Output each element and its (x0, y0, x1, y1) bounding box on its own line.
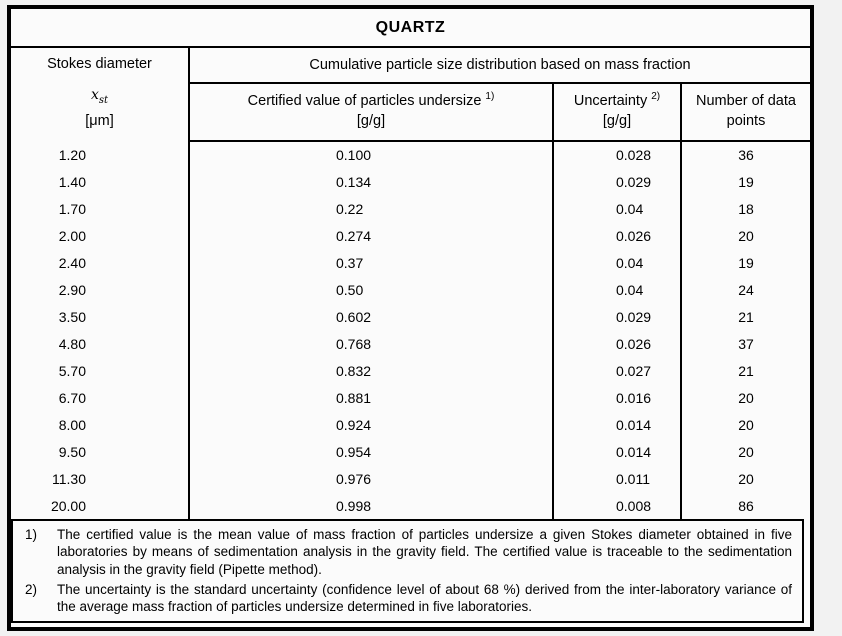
cell-data-points: 20 (680, 384, 810, 411)
cell-uncertainty: 0.028 (552, 141, 681, 168)
cell-certified-value: 0.37 (188, 249, 553, 276)
footnote: 2) The uncertainty is the standard uncer… (13, 581, 792, 616)
cell-data-points: 36 (680, 141, 810, 168)
cell-stokes-diameter: 8.00 (58, 416, 86, 433)
cell-uncertainty: 0.014 (552, 411, 681, 438)
cell-stokes-diameter: 3.50 (58, 308, 86, 325)
cell-stokes-diameter: 1.20 (58, 146, 86, 163)
cell-certified-value: 0.998 (188, 492, 553, 519)
footnote-ref-1: 1) (485, 91, 495, 103)
cell-certified-value: 0.22 (188, 195, 553, 222)
cell-certified-value: 0.881 (188, 384, 553, 411)
cell-stokes-diameter: 2.90 (58, 281, 86, 298)
cell-data-points: 19 (680, 168, 810, 195)
cell-uncertainty: 0.04 (552, 195, 681, 222)
cell-stokes-diameter: 2.40 (58, 254, 86, 271)
cell-stokes-diameter: 20.00 (50, 497, 86, 514)
cell-data-points: 86 (680, 492, 810, 519)
table-row: 2.40 0.37 0.04 19 (11, 249, 810, 276)
cell-data-points: 20 (680, 438, 810, 465)
quartz-certified-values-table: QUARTZ Stokes diameter xst [μm] Cumulati… (7, 5, 814, 632)
header-stokes-diameter: Stokes diameter xst [μm] (11, 48, 190, 141)
cell-certified-value: 0.976 (188, 465, 553, 492)
cell-uncertainty: 0.029 (552, 168, 681, 195)
table-body: 1.20 0.100 0.028 36 1.40 0.134 0.029 19 1.70 0.22… (11, 141, 810, 519)
footnote-text: The uncertainty is the standard uncertai… (57, 581, 792, 615)
cell-uncertainty: 0.027 (552, 357, 681, 384)
footnote-marker: 1) (25, 527, 38, 542)
cell-data-points: 21 (680, 357, 810, 384)
stokes-diameter-symbol: xst (11, 87, 188, 106)
cell-certified-value: 0.768 (188, 330, 553, 357)
symbol-subscript: st (98, 94, 109, 106)
table-row: 2.00 0.274 0.026 20 (11, 222, 810, 249)
cell-data-points: 18 (680, 195, 810, 222)
cell-stokes-diameter: 11.30 (52, 470, 86, 487)
certified-value-unit: [g/g] (356, 113, 386, 129)
symbol-x: x (90, 87, 99, 103)
cell-data-points: 37 (680, 330, 810, 357)
cell-uncertainty: 0.014 (552, 438, 681, 465)
cell-stokes-diameter: 9.50 (58, 443, 86, 460)
cell-stokes-diameter: 2.00 (58, 227, 86, 244)
cell-uncertainty: 0.026 (552, 330, 681, 357)
cell-certified-value: 0.954 (188, 438, 553, 465)
cell-certified-value: 0.134 (188, 168, 553, 195)
header-certified-value: Certified value of particles undersize 1… (189, 83, 553, 142)
footnote: 1) The certified value is the mean value… (13, 526, 792, 578)
footnote-text: The certified value is the mean value of… (57, 527, 792, 577)
stokes-diameter-label: Stokes diameter (47, 56, 152, 72)
cell-uncertainty: 0.011 (552, 465, 681, 492)
cell-uncertainty: 0.04 (552, 249, 681, 276)
certified-value-label: Certified value of particles undersize (247, 93, 482, 110)
footnotes: 1) The certified value is the mean value… (11, 519, 804, 624)
cell-data-points: 20 (680, 465, 810, 492)
uncertainty-label: Uncertainty (573, 93, 648, 110)
table-row: 20.00 0.998 0.008 86 (11, 492, 810, 519)
table-row: 8.00 0.924 0.014 20 (11, 411, 810, 438)
cell-uncertainty: 0.016 (552, 384, 681, 411)
table-row: 3.50 0.602 0.029 21 (11, 303, 810, 330)
table-title: QUARTZ (11, 9, 810, 48)
header-span-cumulative-distribution: Cumulative particle size distribution ba… (189, 48, 810, 84)
cell-data-points: 21 (680, 303, 810, 330)
cell-data-points: 20 (680, 411, 810, 438)
footnote-ref-2: 2) (651, 91, 661, 103)
cell-data-points: 19 (680, 249, 810, 276)
cell-certified-value: 0.924 (188, 411, 553, 438)
cell-stokes-diameter: 1.40 (58, 173, 86, 190)
stokes-diameter-unit: [μm] (85, 112, 114, 129)
cell-uncertainty: 0.026 (552, 222, 681, 249)
table-row: 9.50 0.954 0.014 20 (11, 438, 810, 465)
cell-certified-value: 0.274 (188, 222, 553, 249)
cell-data-points: 20 (680, 222, 810, 249)
data-points-label: Number of data points (696, 93, 796, 129)
table-row: 1.70 0.22 0.04 18 (11, 195, 810, 222)
table-row: 6.70 0.881 0.016 20 (11, 384, 810, 411)
data-table: Stokes diameter xst [μm] Cumulative part… (11, 48, 810, 519)
cell-certified-value: 0.832 (188, 357, 553, 384)
cell-stokes-diameter: 4.80 (58, 335, 86, 352)
uncertainty-unit: [g/g] (602, 113, 632, 129)
cell-stokes-diameter: 5.70 (58, 362, 86, 379)
cell-uncertainty: 0.008 (552, 492, 681, 519)
cell-data-points: 24 (680, 276, 810, 303)
cell-uncertainty: 0.029 (552, 303, 681, 330)
table-row: 4.80 0.768 0.026 37 (11, 330, 810, 357)
cell-certified-value: 0.100 (188, 141, 553, 168)
cell-stokes-diameter: 1.70 (58, 200, 86, 217)
cell-certified-value: 0.50 (188, 276, 553, 303)
table-row: 5.70 0.832 0.027 21 (11, 357, 810, 384)
footnote-marker: 2) (25, 581, 38, 597)
cell-stokes-diameter: 6.70 (58, 389, 86, 406)
header-uncertainty: Uncertainty 2) [g/g] (552, 83, 681, 142)
header-data-points: Number of data points (680, 83, 810, 142)
table-row: 11.30 0.976 0.011 20 (11, 465, 810, 492)
table-row: 2.90 0.50 0.04 24 (11, 276, 810, 303)
cell-uncertainty: 0.04 (552, 276, 681, 303)
table-row: 1.40 0.134 0.029 19 (11, 168, 810, 195)
cell-certified-value: 0.602 (188, 303, 553, 330)
table-row: 1.20 0.100 0.028 36 (11, 141, 810, 168)
